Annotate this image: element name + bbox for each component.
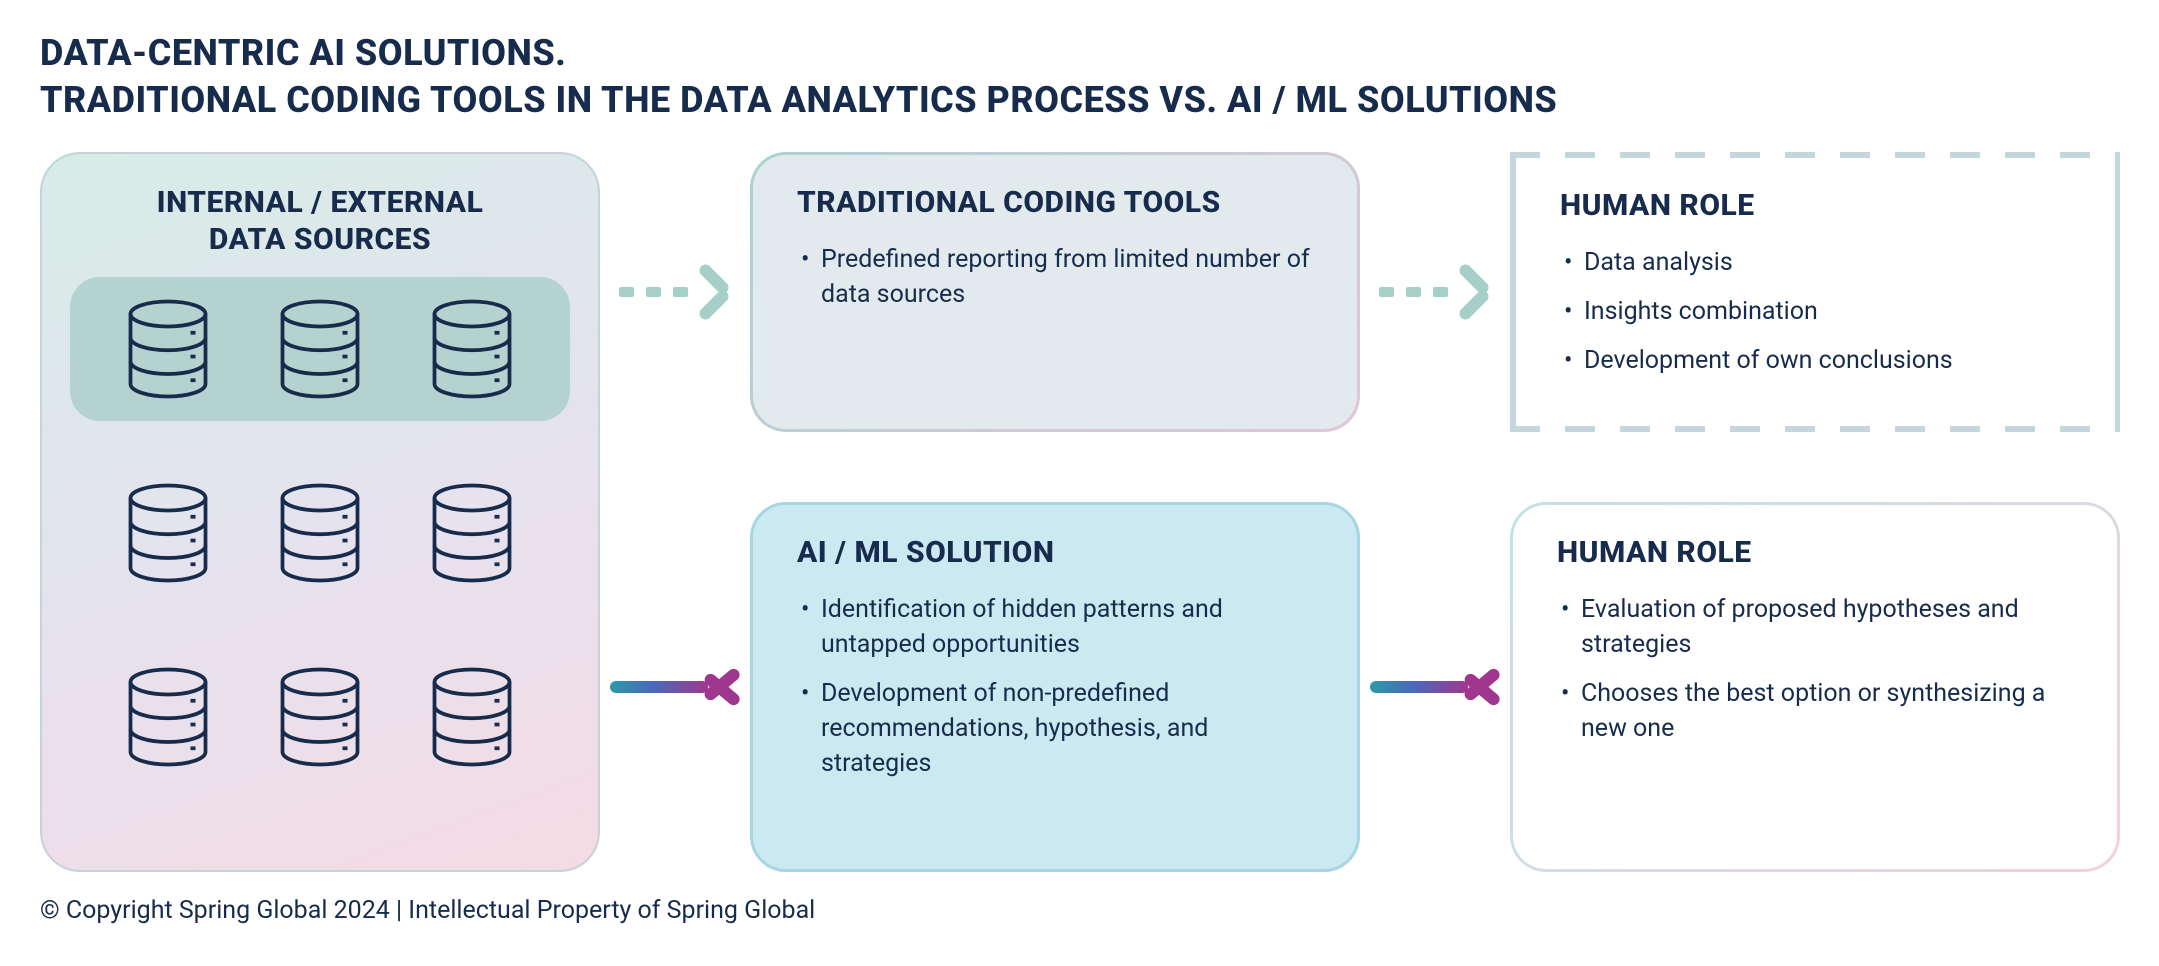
database-icon <box>270 483 370 583</box>
database-icon <box>422 483 522 583</box>
card-list: Evaluation of proposed hypotheses and st… <box>1557 592 2073 746</box>
card-title: TRADITIONAL CODING TOOLS <box>797 185 1313 220</box>
card-title: AI / ML SOLUTION <box>797 535 1313 570</box>
list-item: Development of non-predefined recommenda… <box>797 676 1313 781</box>
card-title: HUMAN ROLE <box>1557 535 2073 570</box>
card-list: Predefined reporting from limited number… <box>797 242 1313 312</box>
card-human-role-top: HUMAN ROLE Data analysis Insights combin… <box>1510 152 2120 432</box>
list-item: Predefined reporting from limited number… <box>797 242 1313 312</box>
sources-panel: INTERNAL / EXTERNAL DATA SOURCES <box>40 152 600 872</box>
sources-row <box>70 645 570 789</box>
title-line-2: TRADITIONAL CODING TOOLS IN THE DATA ANA… <box>40 79 1557 121</box>
list-item: Chooses the best option or synthesizing … <box>1557 676 2073 746</box>
card-ai-ml: AI / ML SOLUTION Identification of hidde… <box>750 502 1360 872</box>
database-icon <box>270 667 370 767</box>
card-list: Identification of hidden patterns and un… <box>797 592 1313 781</box>
card-traditional: TRADITIONAL CODING TOOLS Predefined repo… <box>750 152 1360 432</box>
arrow-dashed <box>600 257 750 327</box>
database-icon <box>270 299 370 399</box>
title-line-1: DATA-CENTRIC AI SOLUTIONS. <box>40 32 566 74</box>
card-title: HUMAN ROLE <box>1560 188 2070 223</box>
database-icon <box>118 483 218 583</box>
list-item: Evaluation of proposed hypotheses and st… <box>1557 592 2073 662</box>
list-item: Data analysis <box>1560 245 2070 280</box>
database-icon <box>422 299 522 399</box>
database-icon <box>118 299 218 399</box>
database-icon <box>118 667 218 767</box>
flows-column: TRADITIONAL CODING TOOLS Predefined repo… <box>600 152 2120 872</box>
flow-row-traditional: TRADITIONAL CODING TOOLS Predefined repo… <box>600 152 2120 432</box>
sources-title-line-2: DATA SOURCES <box>209 222 431 257</box>
arrow-dashed <box>1360 257 1510 327</box>
list-item: Insights combination <box>1560 294 2070 329</box>
copyright-text: © Copyright Spring Global 2024 | Intelle… <box>40 896 2119 925</box>
card-human-role-bottom: HUMAN ROLE Evaluation of proposed hypoth… <box>1510 502 2120 872</box>
page-title: DATA-CENTRIC AI SOLUTIONS. TRADITIONAL C… <box>40 30 2119 124</box>
arrow-gradient <box>1360 652 1510 722</box>
flow-row-ai: AI / ML SOLUTION Identification of hidde… <box>600 502 2120 872</box>
diagram: INTERNAL / EXTERNAL DATA SOURCES <box>40 152 2119 872</box>
sources-title-line-1: INTERNAL / EXTERNAL <box>157 185 484 220</box>
sources-title: INTERNAL / EXTERNAL DATA SOURCES <box>70 184 570 259</box>
list-item: Identification of hidden patterns and un… <box>797 592 1313 662</box>
arrow-gradient <box>600 652 750 722</box>
sources-row-highlighted <box>70 277 570 421</box>
sources-row <box>70 461 570 605</box>
database-icon <box>422 667 522 767</box>
card-list: Data analysis Insights combination Devel… <box>1560 245 2070 378</box>
list-item: Development of own conclusions <box>1560 343 2070 378</box>
